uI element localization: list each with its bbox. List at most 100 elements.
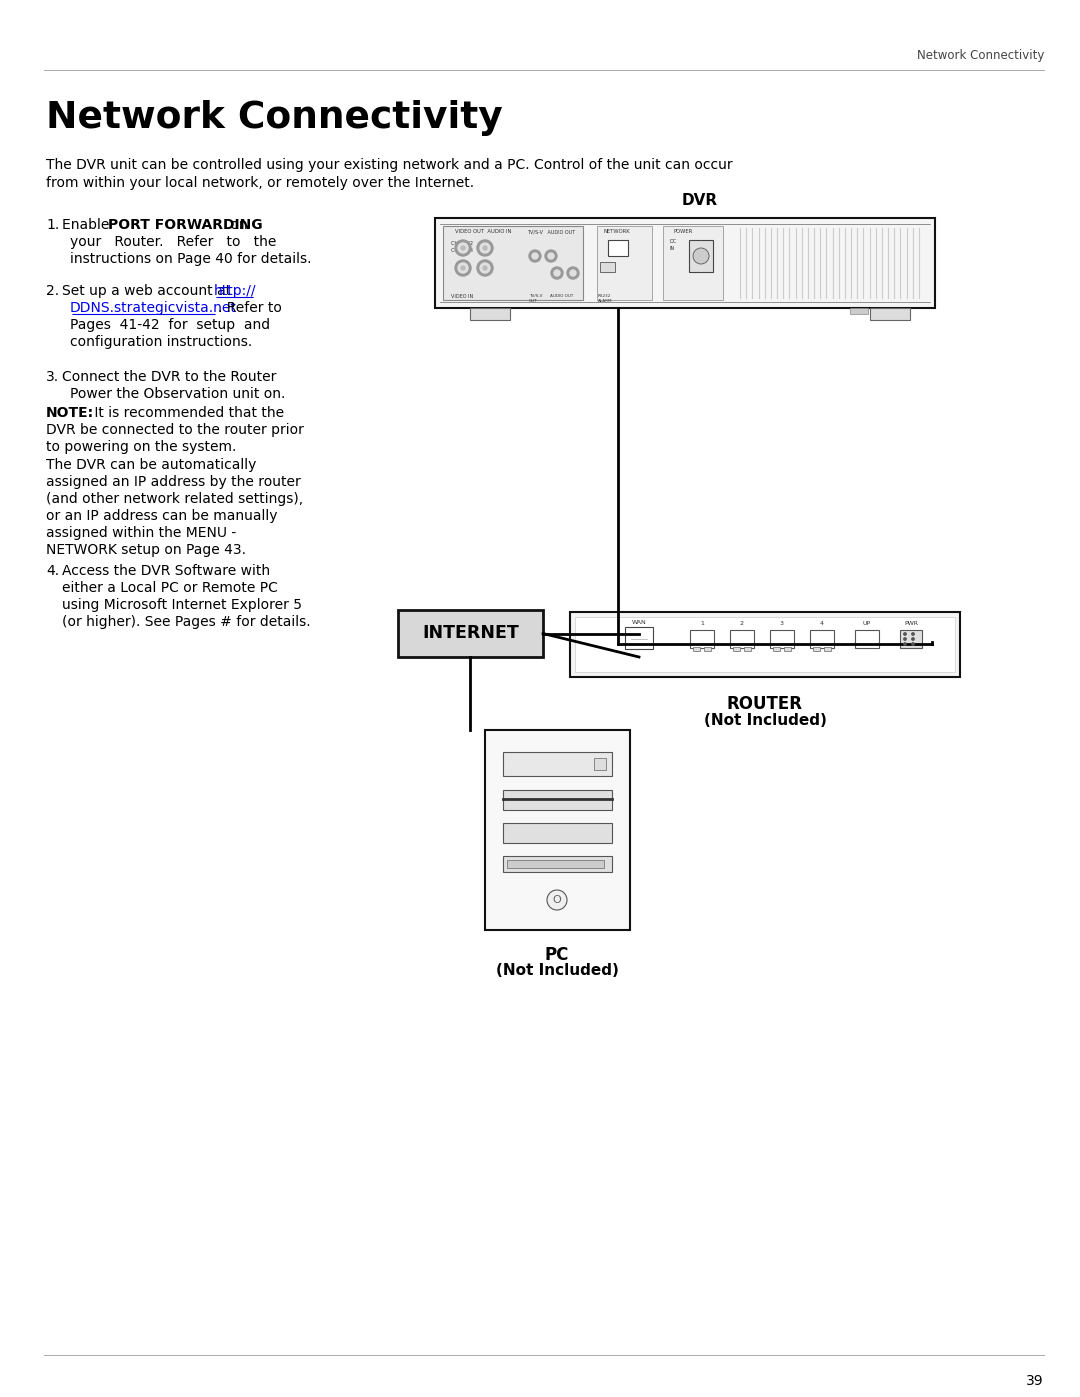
Text: POWER: POWER [673,229,692,235]
Text: TV/S-V
OUT: TV/S-V OUT [529,293,542,303]
Circle shape [480,243,490,253]
Circle shape [551,267,563,279]
Bar [503,823,612,842]
Text: (Not Included): (Not Included) [496,963,619,978]
Bar [784,647,791,651]
Text: your   Router.   Refer   to   the: your Router. Refer to the [70,235,276,249]
Text: WAN: WAN [632,620,646,624]
Circle shape [455,260,471,277]
Bar [744,647,751,651]
Text: 1.: 1. [46,218,59,232]
Bar [503,752,612,775]
Circle shape [693,249,708,264]
Circle shape [483,246,487,250]
Text: NOTE:: NOTE: [46,407,94,420]
Bar [503,789,612,810]
Text: The DVR unit can be controlled using your existing network and a PC. Control of : The DVR unit can be controlled using you… [46,158,732,172]
Text: assigned within the MENU -: assigned within the MENU - [46,527,237,541]
Circle shape [483,265,487,270]
Text: from within your local network, or remotely over the Internet.: from within your local network, or remot… [46,176,474,190]
Bar [608,240,627,256]
Circle shape [480,263,490,272]
Text: configuration instructions.: configuration instructions. [70,335,253,349]
Circle shape [532,253,538,258]
Text: INTERNET: INTERNET [422,624,518,643]
Text: on: on [226,218,247,232]
Circle shape [461,246,465,250]
Bar [597,226,652,300]
Text: 2.: 2. [46,284,59,298]
Text: DVR: DVR [681,193,718,208]
Text: DC: DC [669,239,676,244]
Text: http://: http:// [214,284,257,298]
Bar [773,647,780,651]
Circle shape [904,643,906,645]
Text: Set up a web account at: Set up a web account at [62,284,235,298]
Text: CH1 CH2: CH1 CH2 [451,242,473,246]
Bar [570,612,960,678]
Bar [485,731,630,930]
Text: or an IP address can be manually: or an IP address can be manually [46,509,278,522]
Bar [600,263,615,272]
Bar [507,861,604,868]
Bar [810,630,834,648]
Circle shape [477,260,492,277]
Bar [663,226,723,300]
Text: VIDEO OUT  AUDIO IN: VIDEO OUT AUDIO IN [455,229,511,235]
Text: 3: 3 [780,622,784,626]
Text: Pages  41-42  for  setup  and: Pages 41-42 for setup and [70,319,270,332]
Bar [870,307,910,320]
Bar [704,647,711,651]
Text: VIDEO IN: VIDEO IN [451,293,473,299]
Circle shape [912,643,914,645]
Text: Connect the DVR to the Router: Connect the DVR to the Router [62,370,276,384]
Text: (or higher). See Pages # for details.: (or higher). See Pages # for details. [62,615,311,629]
Text: Access the DVR Software with: Access the DVR Software with [62,564,270,578]
Circle shape [546,890,567,909]
Text: (and other network related settings),: (and other network related settings), [46,492,303,506]
Text: . Refer to: . Refer to [218,300,282,314]
Text: RS232
ALARM: RS232 ALARM [598,293,612,303]
Bar [850,307,868,314]
Circle shape [477,240,492,256]
Circle shape [458,243,468,253]
Text: O: O [553,895,562,905]
Text: assigned an IP address by the router: assigned an IP address by the router [46,475,300,489]
Bar [693,647,700,651]
Bar [443,226,583,300]
Text: Network Connectivity: Network Connectivity [917,49,1044,61]
Text: TV/S-V   AUDIO OUT: TV/S-V AUDIO OUT [527,229,576,235]
Bar [690,630,714,648]
Circle shape [904,638,906,640]
Circle shape [554,270,561,277]
Text: using Microsoft Internet Explorer 5: using Microsoft Internet Explorer 5 [62,598,302,612]
Text: ROUTER: ROUTER [727,694,804,712]
Circle shape [904,633,906,636]
Text: 4: 4 [820,622,824,626]
Circle shape [529,250,541,263]
Circle shape [567,267,579,279]
Bar [399,610,543,657]
Circle shape [455,240,471,256]
Bar [900,630,922,648]
Text: CH3 CH4: CH3 CH4 [451,249,473,253]
Text: NETWORK setup on Page 43.: NETWORK setup on Page 43. [46,543,246,557]
Text: PWR: PWR [904,622,918,626]
Text: UP: UP [863,622,872,626]
Text: to powering on the system.: to powering on the system. [46,440,237,454]
Bar [470,307,510,320]
Circle shape [548,253,554,258]
Bar [733,647,740,651]
Text: instructions on Page 40 for details.: instructions on Page 40 for details. [70,251,311,265]
Bar [594,759,606,770]
Text: 4.: 4. [46,564,59,578]
Text: Network Connectivity: Network Connectivity [46,101,503,136]
Circle shape [912,633,914,636]
Circle shape [545,250,557,263]
Text: 1: 1 [700,622,704,626]
Bar [813,647,820,651]
Text: DVR be connected to the router prior: DVR be connected to the router prior [46,423,303,437]
Text: The DVR can be automatically: The DVR can be automatically [46,458,256,472]
Text: AUDIO OUT: AUDIO OUT [550,293,573,298]
Bar [575,617,955,672]
